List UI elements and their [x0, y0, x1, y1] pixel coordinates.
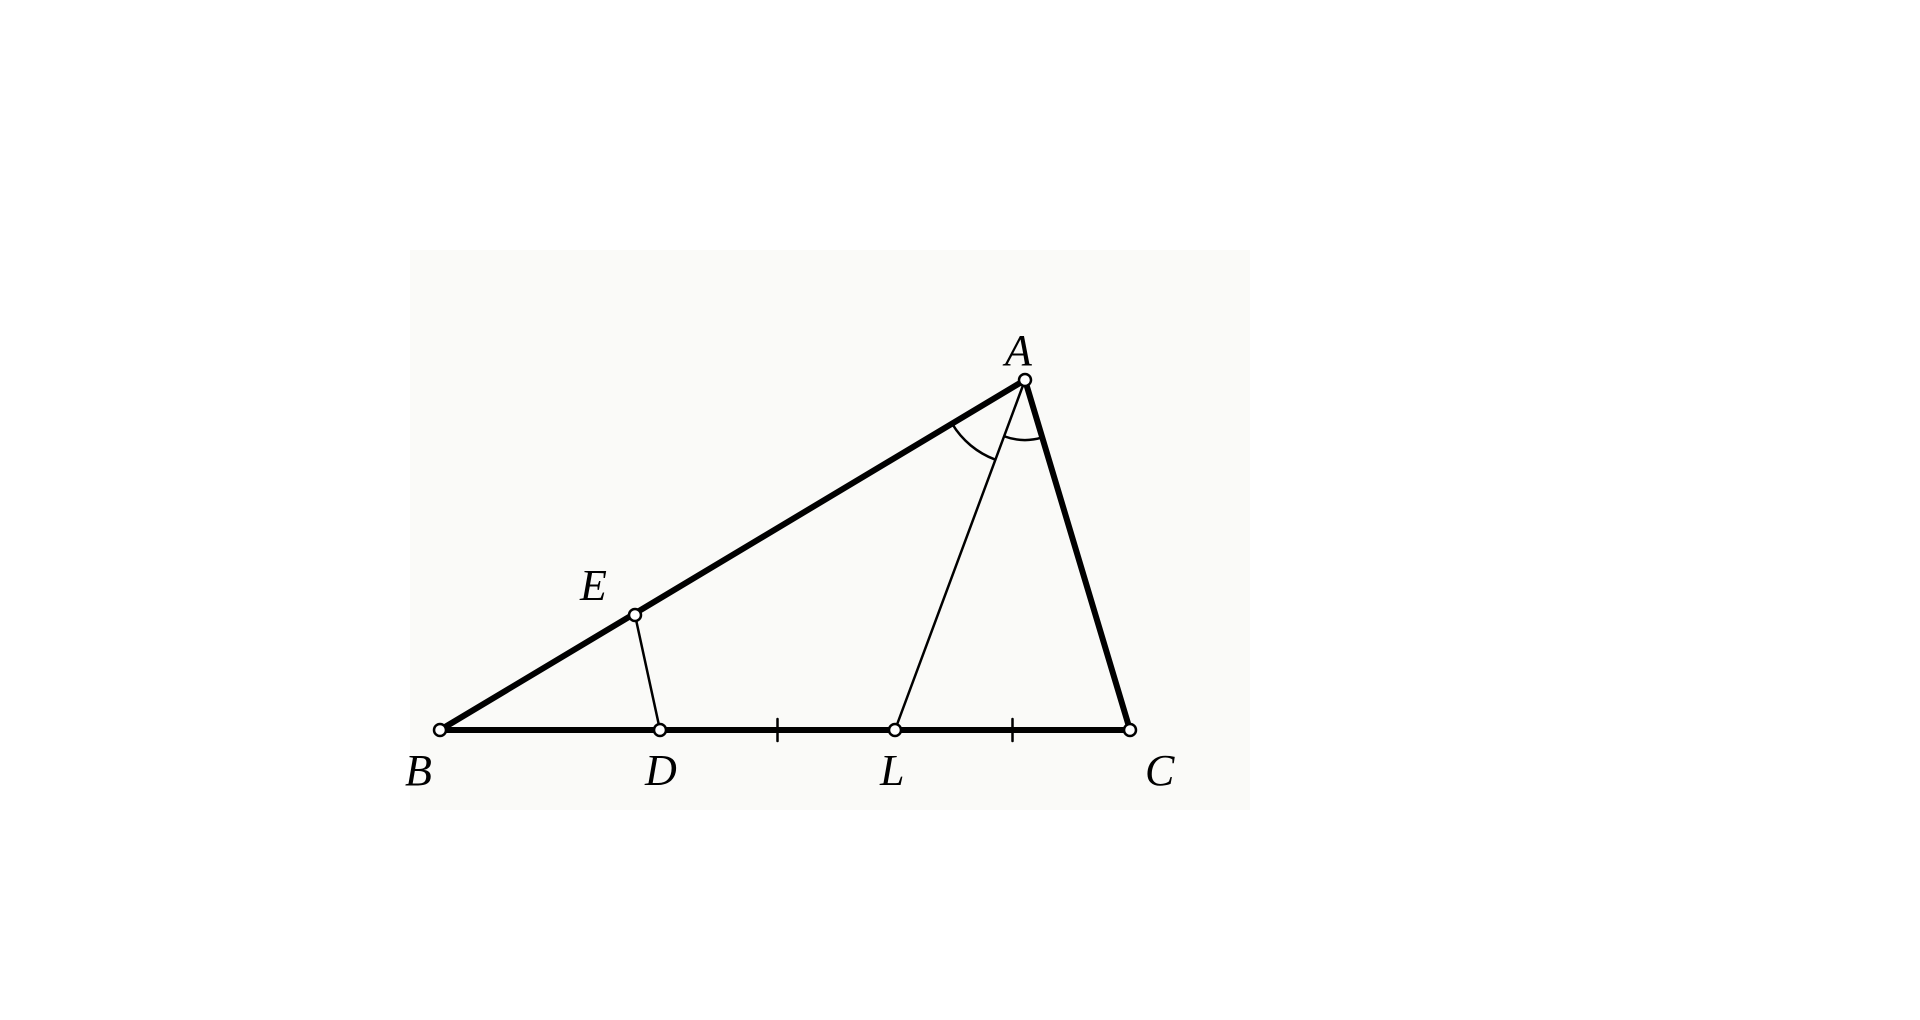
label-L: L	[880, 745, 904, 796]
diagram-svg	[410, 250, 1250, 810]
label-E: E	[580, 560, 607, 611]
label-B: B	[405, 745, 432, 796]
label-C: C	[1145, 745, 1174, 796]
edge-CA	[1025, 380, 1130, 730]
edge-ED	[635, 615, 660, 730]
edge-AL	[895, 380, 1025, 730]
angle-arc-0	[952, 424, 995, 460]
point-L	[889, 724, 901, 736]
label-A: A	[1005, 325, 1032, 376]
geometry-diagram: ABCDLE	[410, 250, 1250, 810]
label-D: D	[645, 745, 677, 796]
point-C	[1124, 724, 1136, 736]
angle-arc-1	[1004, 436, 1042, 440]
edge-AB	[440, 380, 1025, 730]
point-E	[629, 609, 641, 621]
point-D	[654, 724, 666, 736]
point-B	[434, 724, 446, 736]
